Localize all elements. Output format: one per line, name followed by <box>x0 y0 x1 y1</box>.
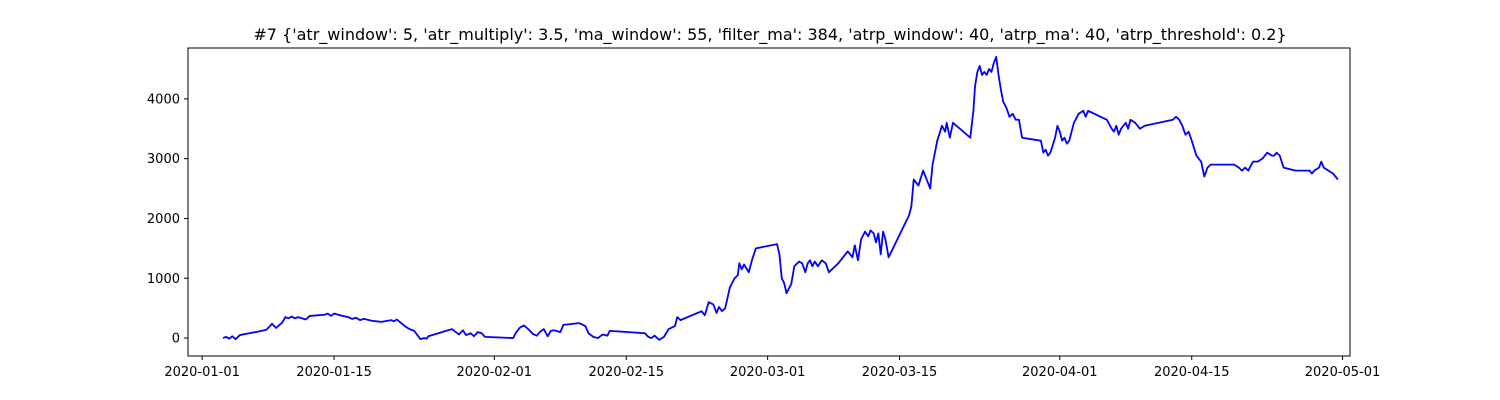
x-tick-label: 2020-04-01 <box>1022 365 1098 380</box>
x-tick-label: 2020-04-15 <box>1154 365 1230 380</box>
x-tick-label: 2020-03-15 <box>862 365 938 380</box>
x-axis: 2020-01-01 2020-01-15 2020-02-01 2020-02-15… <box>164 356 1380 380</box>
y-tick-label: 2000 <box>147 212 180 227</box>
y-tick-label: 3000 <box>147 152 180 167</box>
plot-area-frame <box>187 47 1351 357</box>
y-tick-label: 4000 <box>147 92 180 107</box>
y-axis: 0 1000 2000 3000 4000 <box>147 92 188 347</box>
x-tick-label: 2020-02-01 <box>457 365 533 380</box>
x-tick-label: 2020-01-01 <box>164 365 240 380</box>
y-tick-label: 0 <box>172 332 180 347</box>
x-tick-label: 2020-02-15 <box>588 365 664 380</box>
series-layer <box>222 56 1339 341</box>
y-tick-label: 1000 <box>147 272 180 287</box>
series-line <box>222 56 1339 341</box>
x-tick-label: 2020-03-01 <box>730 365 806 380</box>
x-tick-label: 2020-05-01 <box>1305 365 1381 380</box>
chart-title: #7 {'atr_window': 5, 'atr_multiply': 3.5… <box>253 25 1286 45</box>
x-tick-label: 2020-01-15 <box>296 365 372 380</box>
